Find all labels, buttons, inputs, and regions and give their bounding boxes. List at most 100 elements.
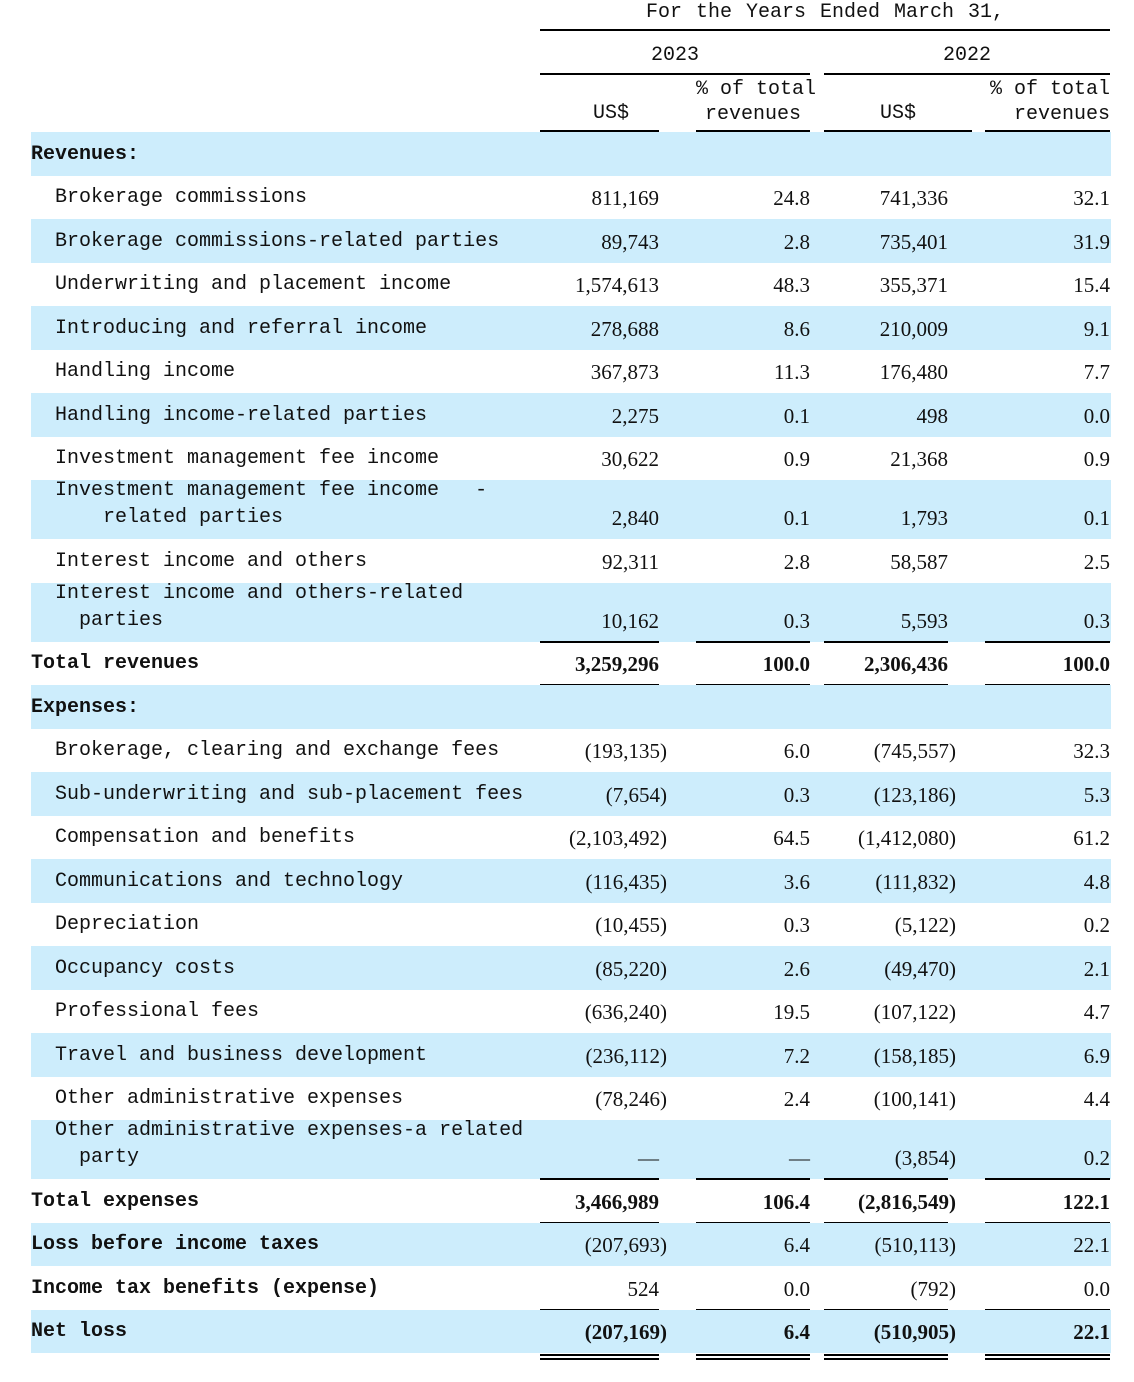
table-row: Loss before income taxes (207,693) 6.4 (510… (31, 1222, 1111, 1266)
row-label: Income tax benefits (expense) (31, 1276, 380, 1300)
amount-2022: (745,557) (873, 739, 956, 763)
percent-2023: 6.4 (783, 1233, 810, 1257)
amount-2023: (7,654) (605, 782, 667, 807)
table-row: Introducing and referral income 278,688 8.… (31, 306, 1111, 350)
table-row: Brokerage, clearing and exchange fees (19… (31, 729, 1111, 773)
percent-2023: 0.3 (783, 913, 810, 937)
amount-2022: 498 (916, 403, 949, 428)
row-label: Brokerage, clearing and exchange fees (55, 739, 500, 762)
percent-2022: 4.8 (1083, 869, 1110, 894)
table-row: Communications and technology (116,435) 3.… (31, 859, 1111, 903)
amount-2023: (10,455) (595, 913, 667, 937)
underline (824, 640, 948, 643)
amount-2022: (123,186) (873, 782, 956, 807)
amount-2023: (636,240) (584, 1000, 667, 1024)
period-rule (540, 29, 1110, 31)
percent-2022: 0.9 (1083, 447, 1110, 471)
percent-2023: 6.0 (783, 739, 810, 763)
percent-2023: 3.6 (783, 869, 810, 894)
amount-2023: 1,574,613 (575, 273, 659, 297)
percent-2022: 61.2 (1073, 826, 1110, 850)
amount-2022: 21,368 (890, 447, 948, 471)
percent-2023: — (789, 1146, 810, 1170)
percent-2022: 0.0 (1083, 1276, 1110, 1301)
section-header-row: Revenues: (31, 132, 1111, 176)
amount-2022: (100,141) (873, 1087, 956, 1111)
row-label: Communications and technology (55, 869, 404, 893)
percent-2022: 5.3 (1083, 782, 1110, 807)
underline (696, 640, 810, 643)
percent-2022: 100.0 (1062, 652, 1110, 676)
row-label: Revenues: (31, 142, 140, 166)
table-row: Occupancy costs (85,220) 2.6 (49,470) 2.1 (31, 946, 1111, 990)
col-rule-2 (696, 130, 810, 132)
amount-2023: 367,873 (590, 360, 659, 384)
col-pct-2022: % of total revenues (989, 78, 1110, 126)
row-label: Handling income-related parties (55, 403, 428, 427)
amount-2023: (85,220) (595, 956, 667, 981)
income-statement-table: Revenues: Brokerage commissions 811,169 24.… (31, 132, 1111, 1360)
amount-2023: 524 (627, 1276, 660, 1301)
row-label: Compensation and benefits (55, 826, 356, 849)
amount-2023: 3,259,296 (575, 652, 659, 676)
percent-2022: 31.9 (1073, 229, 1110, 254)
amount-2023: 30,622 (601, 447, 659, 471)
amount-2023: 2,275 (611, 403, 659, 428)
percent-2023: 19.5 (773, 1000, 810, 1024)
row-label: Occupancy costs (55, 956, 236, 980)
percent-2023: 8.6 (783, 316, 810, 341)
row-label: Underwriting and placement income (55, 273, 452, 296)
table-row: Investment management fee income 30,622 0.… (31, 437, 1111, 481)
amount-2022: 1,793 (900, 506, 948, 530)
percent-2023: 0.3 (783, 782, 810, 807)
amount-2023: 89,743 (601, 229, 659, 254)
amount-2023: (193,135) (584, 739, 667, 763)
row-label: Professional fees (55, 1000, 260, 1023)
row-label: Other administrative expenses (55, 1087, 404, 1110)
row-label: Total expenses (31, 1189, 200, 1213)
underline (540, 1178, 659, 1180)
percent-2022: 0.1 (1083, 506, 1110, 530)
amount-2023: 3,466,989 (575, 1189, 659, 1214)
amount-2022: 355,371 (879, 273, 948, 297)
percent-2022: 6.9 (1083, 1043, 1110, 1068)
table-row: Compensation and benefits (2,103,492) 64.5… (31, 816, 1111, 860)
underline (540, 640, 659, 643)
amount-2022: (792) (910, 1276, 957, 1301)
amount-2022: (510,905) (873, 1320, 956, 1344)
underline (696, 1178, 810, 1180)
percent-2022: 2.5 (1083, 549, 1110, 574)
double-underline (696, 1354, 810, 1360)
amount-2022: 176,480 (879, 360, 948, 384)
percent-2022: 32.1 (1073, 186, 1110, 210)
table-row: Other administrative expenses-a related … (31, 1119, 1111, 1180)
row-label: Handling income (55, 360, 236, 383)
percent-2023: 106.4 (762, 1189, 810, 1214)
col-usd-2022: US$ (879, 102, 916, 125)
percent-2022: 22.1 (1073, 1320, 1110, 1344)
amount-2022: 58,587 (890, 549, 948, 574)
percent-2022: 122.1 (1062, 1189, 1110, 1214)
row-label: Brokerage commissions (55, 186, 308, 209)
amount-2023: (207,693) (584, 1233, 667, 1257)
row-label: Travel and business development (55, 1043, 428, 1067)
table-row: Other administrative expenses (78,246) 2.4… (31, 1077, 1111, 1121)
amount-2022: 210,009 (879, 316, 948, 341)
amount-2022: (3,854) (894, 1146, 956, 1170)
amount-2022: 735,401 (879, 229, 948, 254)
amount-2022: (5,122) (894, 913, 956, 937)
percent-2022: 4.4 (1083, 1087, 1110, 1111)
table-row: Professional fees (636,240) 19.5 (107,122) 4… (31, 990, 1111, 1034)
underline (985, 1178, 1110, 1180)
table-row: Handling income-related parties 2,275 0.1 4… (31, 393, 1111, 437)
row-label: Interest income and others (55, 549, 368, 573)
amount-2022: (49,470) (884, 956, 956, 981)
percent-2023: 0.1 (783, 506, 810, 530)
percent-2022: 0.3 (1083, 608, 1110, 633)
amount-2022: 5,593 (900, 608, 948, 633)
amount-2022: 2,306,436 (864, 652, 948, 676)
row-label: Brokerage commissions-related parties (55, 229, 500, 253)
table-row: Investment management fee income - relat… (31, 479, 1111, 539)
amount-2023: 278,688 (590, 316, 659, 341)
percent-2022: 7.7 (1083, 360, 1110, 384)
